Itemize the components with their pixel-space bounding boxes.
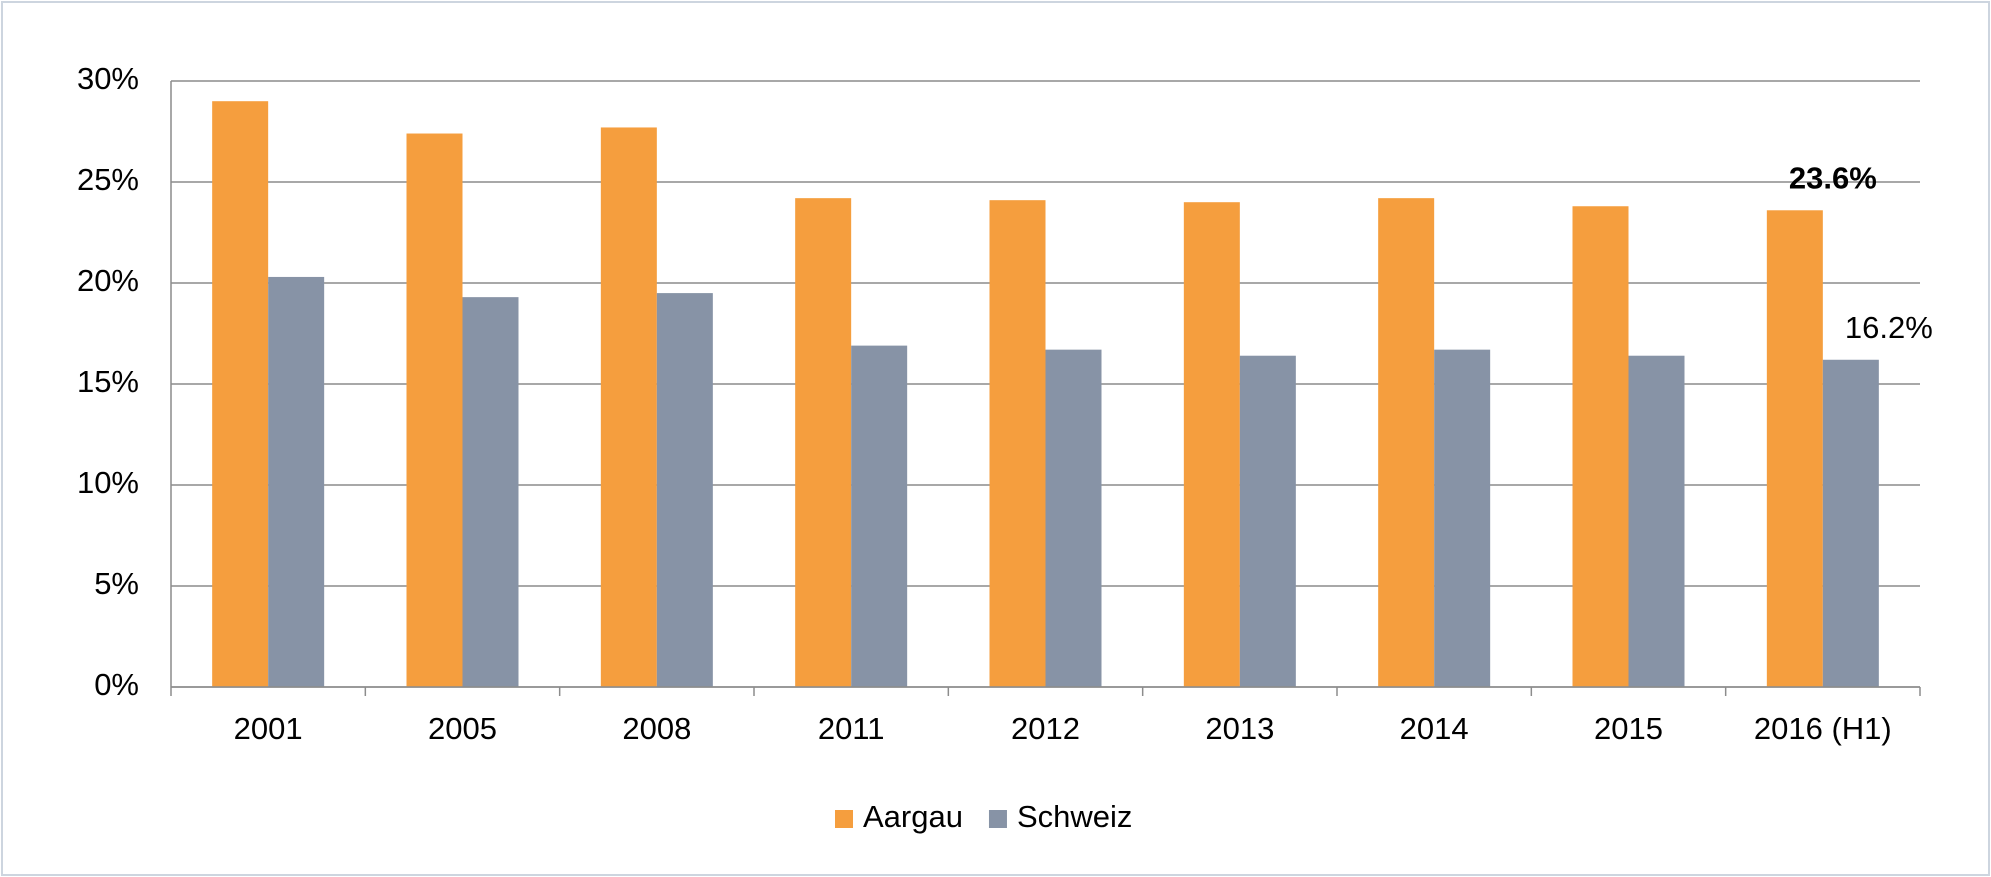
bar — [1628, 355, 1685, 687]
y-tick-label: 0% — [94, 667, 139, 702]
bar — [1766, 210, 1823, 687]
x-tick-label: 2005 — [428, 711, 497, 746]
x-tick-label: 2016 (H1) — [1754, 711, 1892, 746]
y-tick-label: 10% — [77, 465, 139, 500]
x-tick-label: 2012 — [1011, 711, 1080, 746]
bar — [989, 200, 1046, 687]
bar — [1239, 355, 1296, 687]
legend-swatch — [835, 810, 853, 828]
bar — [462, 297, 519, 687]
x-tick-label: 2013 — [1205, 711, 1274, 746]
y-tick-label: 25% — [77, 162, 139, 197]
bar — [1572, 206, 1629, 688]
legend-label: Schweiz — [1017, 799, 1132, 834]
bar — [1045, 349, 1102, 687]
x-tick-label: 2011 — [818, 711, 885, 746]
data-label: 16.2% — [1845, 310, 1933, 345]
y-tick-label: 20% — [77, 263, 139, 298]
legend-swatch — [988, 810, 1007, 828]
legend-label: Aargau — [863, 799, 963, 834]
data-label: 23.6% — [1789, 160, 1877, 195]
bar — [406, 133, 463, 687]
bar — [600, 127, 657, 687]
y-tick-label: 5% — [94, 566, 139, 601]
x-tick-label: 2015 — [1594, 711, 1663, 746]
bar — [1434, 349, 1491, 687]
x-tick-label: 2014 — [1400, 711, 1469, 746]
bar — [1378, 198, 1435, 687]
bar — [656, 293, 713, 687]
bar — [851, 345, 908, 687]
x-tick-label: 2008 — [622, 711, 691, 746]
y-tick-label: 30% — [77, 61, 139, 96]
bar — [1822, 359, 1879, 687]
bar — [795, 198, 852, 687]
y-tick-label: 15% — [77, 364, 139, 399]
bar — [268, 276, 325, 687]
x-tick-label: 2001 — [234, 711, 303, 746]
bar — [212, 101, 269, 687]
bar — [1183, 202, 1240, 687]
